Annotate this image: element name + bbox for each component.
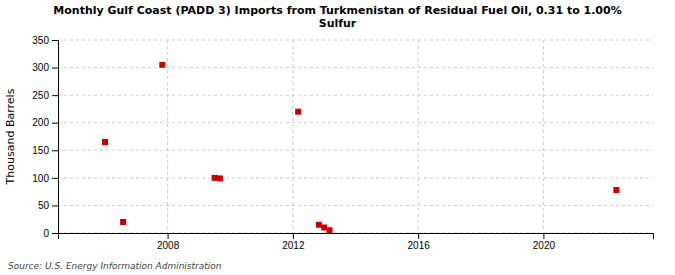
axis-line [52, 41, 59, 234]
tick-label: 300 [32, 62, 49, 73]
tick: 300 [32, 62, 58, 73]
chart: Monthly Gulf Coast (PADD 3) Imports from… [0, 0, 675, 275]
tick-label: 2016 [408, 240, 431, 251]
tick: 2016 [408, 233, 431, 251]
grid-line-y [58, 67, 653, 68]
annotation: Source: U.S. Energy Information Administ… [8, 261, 222, 271]
tick-label: 50 [38, 200, 50, 211]
tick-mark [52, 123, 58, 124]
grid-line-x [292, 40, 293, 233]
tick: 2012 [282, 233, 305, 251]
tick-mark [168, 233, 169, 239]
grid-line-y [58, 205, 653, 206]
tick-label: 2012 [282, 240, 305, 251]
grid-line-x [543, 40, 544, 233]
title-line: Monthly Gulf Coast (PADD 3) Imports from… [53, 4, 621, 17]
y-axis-label: Thousand Barrels [4, 88, 17, 185]
tick-mark [52, 150, 58, 151]
tick: 350 [32, 35, 58, 46]
x-axis: 2008 2012 2016 2020 [59, 233, 654, 251]
tick-mark [52, 95, 58, 96]
tick-mark [52, 205, 58, 206]
point [316, 222, 322, 228]
point [327, 227, 333, 233]
point [120, 219, 126, 225]
grid-line-y [58, 122, 653, 123]
points [102, 62, 619, 233]
tick: 100 [32, 173, 58, 184]
tick-label: 150 [32, 145, 49, 156]
tick-label: 200 [32, 117, 49, 128]
grid-line-x [167, 40, 168, 233]
tick-mark [418, 233, 419, 239]
grid-line-y [58, 95, 653, 96]
tick-mark [52, 178, 58, 179]
grid-line-y [58, 177, 653, 178]
grid-line-y [58, 150, 653, 151]
tick: 0 [43, 228, 58, 239]
point [217, 175, 223, 181]
title: Monthly Gulf Coast (PADD 3) Imports from… [53, 4, 621, 30]
tick-label: 350 [32, 35, 49, 46]
point [295, 109, 301, 115]
tick-mark [543, 233, 544, 239]
tick-label: 250 [32, 90, 49, 101]
tick: 2008 [157, 233, 180, 251]
tick: 150 [32, 145, 58, 156]
tick-label: 2020 [533, 240, 556, 251]
y-axis: 0 50 100 150 200 250 300 350 [32, 35, 58, 239]
title-line: Sulfur [319, 17, 357, 30]
point [102, 139, 108, 145]
axis-line [59, 234, 654, 240]
point [159, 62, 165, 68]
grid-line-x [418, 40, 419, 233]
tick: 250 [32, 90, 58, 101]
point [321, 224, 327, 230]
point [613, 187, 619, 193]
point [212, 175, 218, 181]
tick-mark [52, 68, 58, 69]
grid [58, 40, 653, 233]
tick: 2020 [533, 233, 556, 251]
tick: 50 [38, 200, 58, 211]
tick: 200 [32, 117, 58, 128]
tick-label: 0 [43, 228, 49, 239]
tick-label: 2008 [157, 240, 180, 251]
tick-label: 100 [32, 173, 49, 184]
grid-line-y [58, 40, 653, 41]
tick-mark [52, 233, 58, 234]
plot: 2008 2012 2016 2020 0 50 100 150 200 250 300 350 [32, 35, 653, 251]
tick-mark [293, 233, 294, 239]
tick-mark [52, 40, 58, 41]
